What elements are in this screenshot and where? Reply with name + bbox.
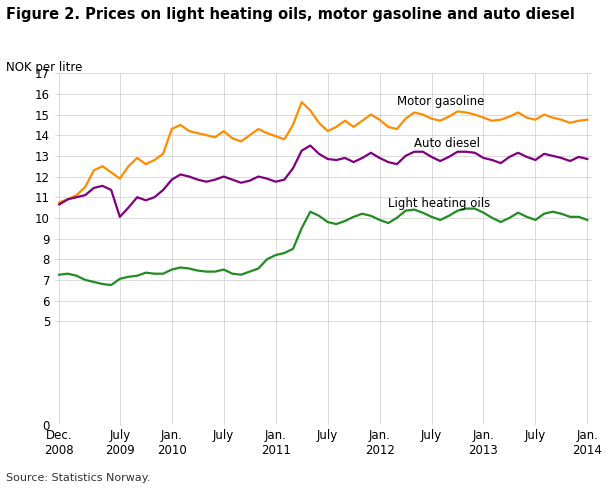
Text: Motor gasoline: Motor gasoline [397, 95, 484, 108]
Text: Figure 2. Prices on light heating oils, motor gasoline and auto diesel: Figure 2. Prices on light heating oils, … [6, 7, 575, 22]
Text: NOK per litre: NOK per litre [6, 61, 82, 74]
Text: Light heating oils: Light heating oils [388, 197, 490, 209]
Text: Auto diesel: Auto diesel [414, 137, 480, 150]
Text: Source: Statistics Norway.: Source: Statistics Norway. [6, 473, 151, 483]
